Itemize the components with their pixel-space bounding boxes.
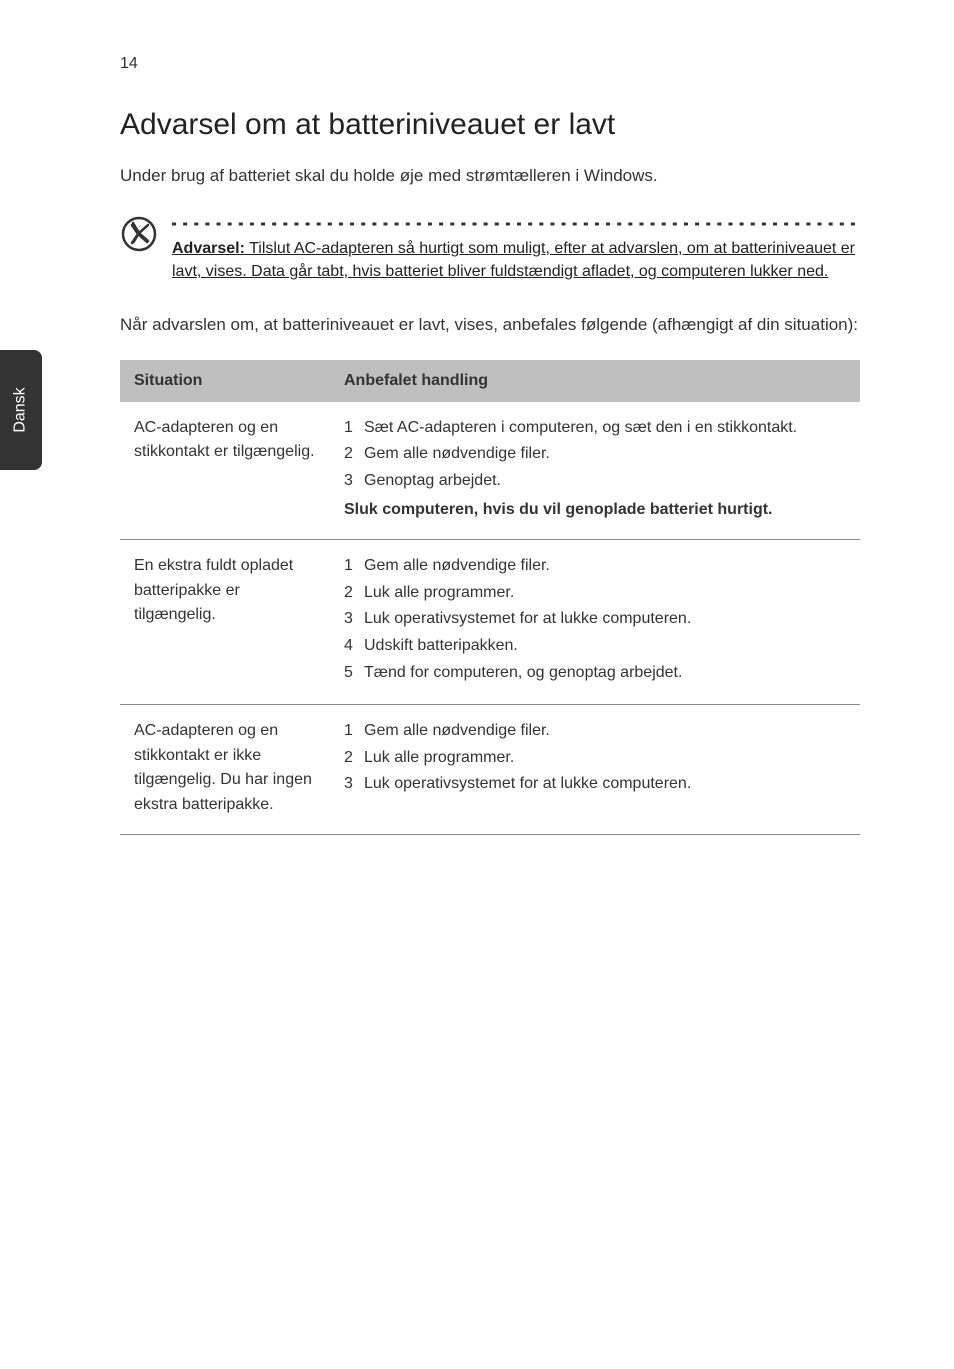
step-number: 1 — [344, 554, 364, 579]
post-warning-text: Når advarslen om, at batteriniveauet er … — [120, 313, 860, 338]
col-situation: Situation — [120, 360, 330, 402]
table-body: AC-adapteren og en stikkontakt er tilgæn… — [120, 402, 860, 835]
warning-text: Advarsel: Tilslut AC-adapteren så hurtig… — [172, 237, 860, 283]
warning-body: Advarsel: Tilslut AC-adapteren så hurtig… — [172, 219, 860, 283]
warning-message: Tilslut AC-adapteren så hurtigt som muli… — [172, 240, 855, 280]
action-cell: 1Gem alle nødvendige filer.2Luk alle pro… — [330, 704, 860, 834]
step-number: 4 — [344, 634, 364, 659]
action-step: 1Sæt AC-adapteren i computeren, og sæt d… — [344, 416, 846, 441]
action-list: 1Gem alle nødvendige filer.2Luk alle pro… — [344, 554, 846, 686]
main-content: Advarsel om at batteriniveauet er lavt U… — [120, 108, 860, 835]
action-step: 5Tænd for computeren, og genoptag arbejd… — [344, 661, 846, 686]
step-text: Udskift batteripakken. — [364, 634, 518, 659]
step-number: 3 — [344, 607, 364, 632]
step-text: Sæt AC-adapteren i computeren, og sæt de… — [364, 416, 797, 441]
side-tab-label: Dansk — [12, 387, 30, 432]
step-number: 3 — [344, 772, 364, 797]
step-number: 1 — [344, 719, 364, 744]
step-number: 1 — [344, 416, 364, 441]
step-text: Luk alle programmer. — [364, 746, 514, 771]
situation-cell: AC-adapteren og en stikkontakt er ikke t… — [120, 704, 330, 834]
step-text: Genoptag arbejdet. — [364, 469, 501, 494]
step-text: Tænd for computeren, og genoptag arbejde… — [364, 661, 682, 686]
action-step: 2Luk alle programmer. — [344, 746, 846, 771]
col-action: Anbefalet handling — [330, 360, 860, 402]
action-step: 1Gem alle nødvendige filer. — [344, 719, 846, 744]
side-tab: Dansk — [0, 350, 42, 470]
situation-cell: En ekstra fuldt opladet batteripakke er … — [120, 539, 330, 704]
action-cell: 1Sæt AC-adapteren i computeren, og sæt d… — [330, 402, 860, 540]
warning-block: Advarsel: Tilslut AC-adapteren så hurtig… — [120, 219, 860, 283]
warning-label: Advarsel: — [172, 240, 245, 257]
step-number: 2 — [344, 442, 364, 467]
action-step: 3Luk operativsystemet for at lukke compu… — [344, 607, 846, 632]
step-number: 5 — [344, 661, 364, 686]
dotted-divider — [172, 222, 860, 226]
warning-icon — [120, 215, 158, 258]
action-step: 2Luk alle programmer. — [344, 581, 846, 606]
table-header-row: Situation Anbefalet handling — [120, 360, 860, 402]
action-step: 4Udskift batteripakken. — [344, 634, 846, 659]
page-number: 14 — [120, 55, 138, 73]
step-text: Luk alle programmer. — [364, 581, 514, 606]
step-text: Luk operativsystemet for at lukke comput… — [364, 772, 691, 797]
step-text: Luk operativsystemet for at lukke comput… — [364, 607, 691, 632]
step-number: 3 — [344, 469, 364, 494]
step-number: 2 — [344, 581, 364, 606]
table-row: En ekstra fuldt opladet batteripakke er … — [120, 539, 860, 704]
page-heading: Advarsel om at batteriniveauet er lavt — [120, 108, 860, 142]
step-text: Gem alle nødvendige filer. — [364, 554, 550, 579]
step-number: 2 — [344, 746, 364, 771]
action-note: Sluk computeren, hvis du vil genoplade b… — [344, 498, 846, 523]
step-text: Gem alle nødvendige filer. — [364, 442, 550, 467]
action-list: 1Sæt AC-adapteren i computeren, og sæt d… — [344, 416, 846, 494]
step-text: Gem alle nødvendige filer. — [364, 719, 550, 744]
action-cell: 1Gem alle nødvendige filer.2Luk alle pro… — [330, 539, 860, 704]
action-list: 1Gem alle nødvendige filer.2Luk alle pro… — [344, 719, 846, 797]
action-step: 1Gem alle nødvendige filer. — [344, 554, 846, 579]
situation-cell: AC-adapteren og en stikkontakt er tilgæn… — [120, 402, 330, 540]
table-row: AC-adapteren og en stikkontakt er tilgæn… — [120, 402, 860, 540]
action-step: 3Luk operativsystemet for at lukke compu… — [344, 772, 846, 797]
intro-text: Under brug af batteriet skal du holde øj… — [120, 164, 860, 189]
recommendation-table: Situation Anbefalet handling AC-adaptere… — [120, 360, 860, 835]
action-step: 3Genoptag arbejdet. — [344, 469, 846, 494]
action-step: 2Gem alle nødvendige filer. — [344, 442, 846, 467]
table-row: AC-adapteren og en stikkontakt er ikke t… — [120, 704, 860, 834]
